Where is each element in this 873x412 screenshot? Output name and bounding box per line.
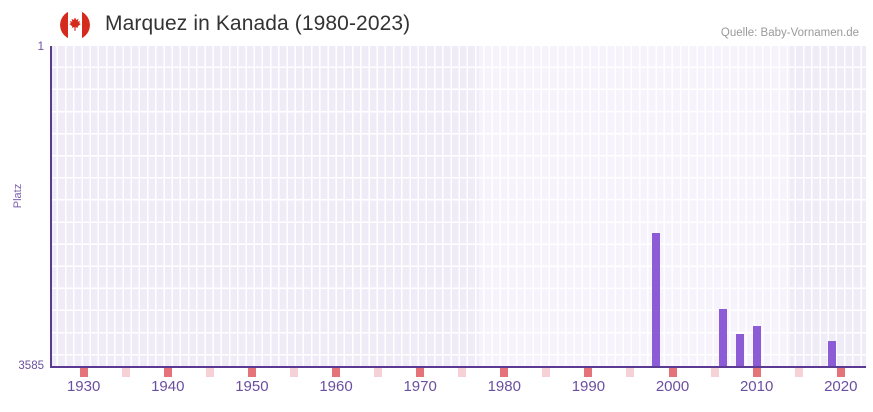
x-tick-major-2010	[752, 368, 761, 377]
y-axis-title: Platz	[12, 183, 24, 209]
bar-1998	[651, 232, 660, 367]
bar-2019	[828, 340, 837, 367]
x-axis-labels: 1930 1940 1950 1960 1970 1980 1990 2000 2010 2020	[0, 378, 873, 402]
x-tick-major-1960	[332, 368, 341, 377]
x-axis-label-1970: 1970	[403, 378, 437, 395]
bar-2010	[752, 325, 761, 367]
x-tick-minor-1945	[205, 368, 214, 377]
x-tick-major-1950	[247, 368, 256, 377]
chart-header: Marquez in Kanada (1980-2023) Quelle: Ba…	[0, 0, 873, 46]
x-tick-minor-1995	[626, 368, 635, 377]
x-tick-minor-1965	[374, 368, 383, 377]
x-tick-major-2000	[668, 368, 677, 377]
x-tick-major-1970	[416, 368, 425, 377]
x-tick-minor-2005	[710, 368, 719, 377]
x-axis-label-1950: 1950	[235, 378, 269, 395]
x-axis-label-1980: 1980	[487, 378, 521, 395]
source-note: Quelle: Baby-Vornamen.de	[720, 27, 859, 39]
x-axis-label-2010: 2010	[739, 378, 774, 395]
y-axis-tick-top: 1	[37, 41, 44, 53]
x-axis-label-1940: 1940	[151, 378, 185, 395]
x-axis-tick-markers	[50, 368, 866, 377]
x-tick-minor-1955	[289, 368, 298, 377]
x-axis-line	[50, 366, 866, 368]
x-axis-label-1960: 1960	[319, 378, 353, 395]
x-axis-label-1990: 1990	[571, 378, 606, 395]
y-axis-line	[50, 46, 52, 368]
x-axis-label-2000: 2000	[655, 378, 690, 395]
x-tick-minor-1975	[458, 368, 467, 377]
x-tick-minor-1935	[121, 368, 130, 377]
x-tick-major-1980	[500, 368, 509, 377]
x-tick-major-1940	[163, 368, 172, 377]
bar-2008	[735, 334, 744, 367]
x-tick-minor-2015	[794, 368, 803, 377]
y-axis-tick-bottom: 3585	[18, 360, 44, 372]
highlight-band	[479, 46, 791, 367]
bar-2006	[718, 309, 727, 367]
x-tick-major-1990	[584, 368, 593, 377]
x-axis-label-1930: 1930	[66, 378, 101, 395]
x-tick-major-1930	[79, 368, 88, 377]
canada-flag-icon	[60, 10, 90, 40]
x-tick-major-2020	[836, 368, 845, 377]
page-title: Marquez in Kanada (1980-2023)	[105, 12, 411, 35]
plot-area	[50, 46, 866, 367]
x-tick-minor-1985	[542, 368, 551, 377]
x-axis-label-2020: 2020	[824, 378, 858, 395]
